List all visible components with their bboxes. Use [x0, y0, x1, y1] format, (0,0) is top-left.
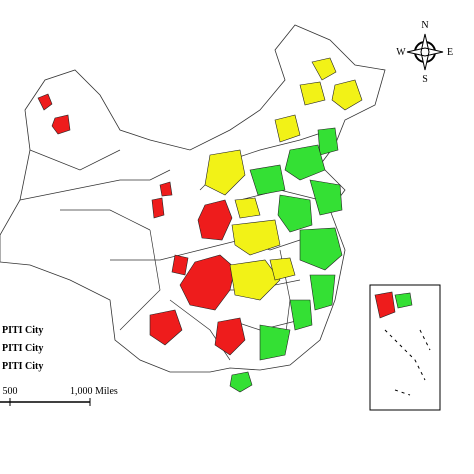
- compass: N W E S: [396, 20, 453, 85]
- scale-label: 1,000 Miles: [70, 386, 118, 397]
- piti-red-region: [171, 254, 189, 276]
- piti-red-region: [197, 199, 233, 241]
- piti-red-region: [149, 309, 183, 346]
- piti-red-region: [37, 93, 53, 111]
- piti-green-region: [309, 179, 343, 216]
- country-outline: [0, 24, 386, 373]
- piti-green-region: [289, 299, 313, 331]
- compass-s: S: [422, 74, 428, 85]
- piti-yellow-region: [299, 81, 326, 106]
- piti-yellow-region: [229, 259, 281, 301]
- legend-item: PITI City: [2, 343, 43, 354]
- piti-yellow-region: [311, 57, 337, 81]
- piti-red-region: [151, 197, 165, 219]
- piti-yellow-region: [269, 257, 296, 281]
- piti-green-region: [284, 144, 326, 181]
- piti-green-region: [317, 127, 339, 156]
- piti-yellow-region: [274, 114, 301, 143]
- piti-green-region: [259, 324, 291, 361]
- legend-item: PITI City: [2, 361, 43, 372]
- piti-red-region: [214, 317, 246, 356]
- compass-w: W: [396, 47, 406, 58]
- piti-green-region: [309, 274, 336, 311]
- piti-green-region: [277, 194, 313, 233]
- piti-green-region: [299, 227, 343, 271]
- piti-red-region: [51, 114, 71, 135]
- scale-bar: 500 1,000 Miles: [0, 386, 118, 406]
- inset-islands: [384, 329, 431, 396]
- piti-red-region: [179, 254, 236, 311]
- scale-label: 500: [3, 386, 18, 397]
- compass-e: E: [447, 47, 453, 58]
- piti-yellow-region: [204, 149, 246, 196]
- inset-green-region: [394, 292, 413, 309]
- inset-red-region: [374, 291, 396, 319]
- legend-item: PITI City: [2, 325, 43, 336]
- piti-green-region: [249, 164, 286, 196]
- hainan: [229, 371, 253, 393]
- piti-yellow-region: [234, 197, 261, 219]
- compass-n: N: [421, 20, 428, 31]
- piti-yellow-region: [331, 79, 363, 111]
- piti-yellow-region: [231, 219, 281, 256]
- piti-red-region: [159, 181, 173, 197]
